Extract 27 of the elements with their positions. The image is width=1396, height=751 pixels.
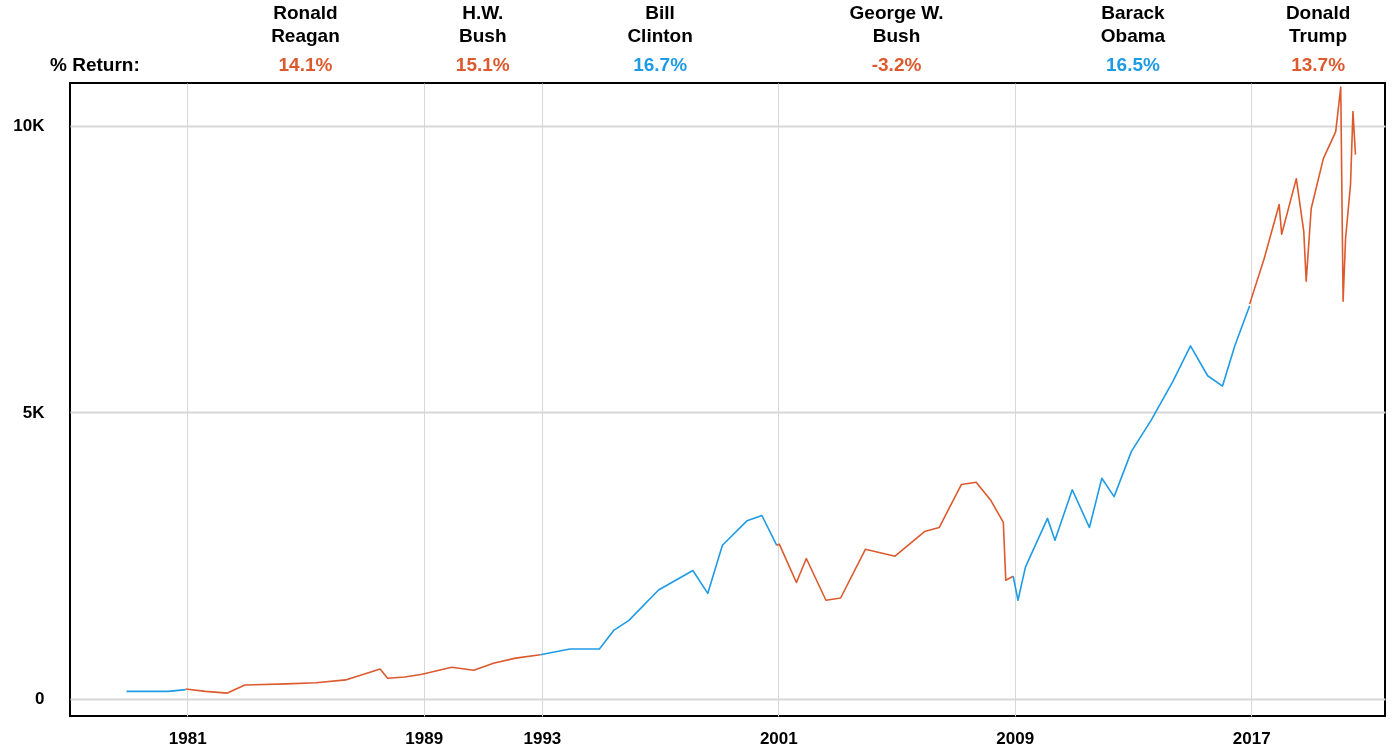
text: 15.1% bbox=[455, 54, 510, 75]
x-tick-label: 1989 bbox=[405, 728, 444, 748]
y-tick-label: 10K bbox=[13, 116, 46, 136]
text: Bill Clinton bbox=[627, 2, 693, 46]
text: % Return: bbox=[50, 54, 140, 75]
text: 16.7% bbox=[633, 54, 688, 75]
line-series bbox=[775, 481, 1014, 602]
text: 14.1% bbox=[278, 54, 333, 75]
text: H.W. Bush bbox=[459, 2, 507, 46]
text: George W. Bush bbox=[849, 2, 944, 46]
line-series bbox=[1248, 86, 1357, 305]
text: Ronald Reagan bbox=[271, 2, 340, 46]
y-tick-label: 5K bbox=[22, 402, 46, 422]
x-tick-label: 2001 bbox=[759, 728, 798, 748]
x-tick-label: 1981 bbox=[168, 728, 207, 748]
line-series bbox=[539, 514, 778, 656]
x-tick-label: 1993 bbox=[523, 728, 562, 748]
text: 13.7% bbox=[1291, 54, 1346, 75]
text: 16.5% bbox=[1106, 54, 1160, 75]
x-tick-label: 2009 bbox=[996, 728, 1035, 748]
x-tick-label: 2017 bbox=[1232, 728, 1271, 748]
line-series bbox=[184, 653, 542, 694]
text: -3.2% bbox=[871, 54, 922, 75]
y-tick-label: 0 bbox=[35, 689, 45, 709]
line-series bbox=[1012, 305, 1251, 602]
text: Donald Trump bbox=[1285, 2, 1351, 46]
text: Barack Obama bbox=[1100, 2, 1166, 46]
